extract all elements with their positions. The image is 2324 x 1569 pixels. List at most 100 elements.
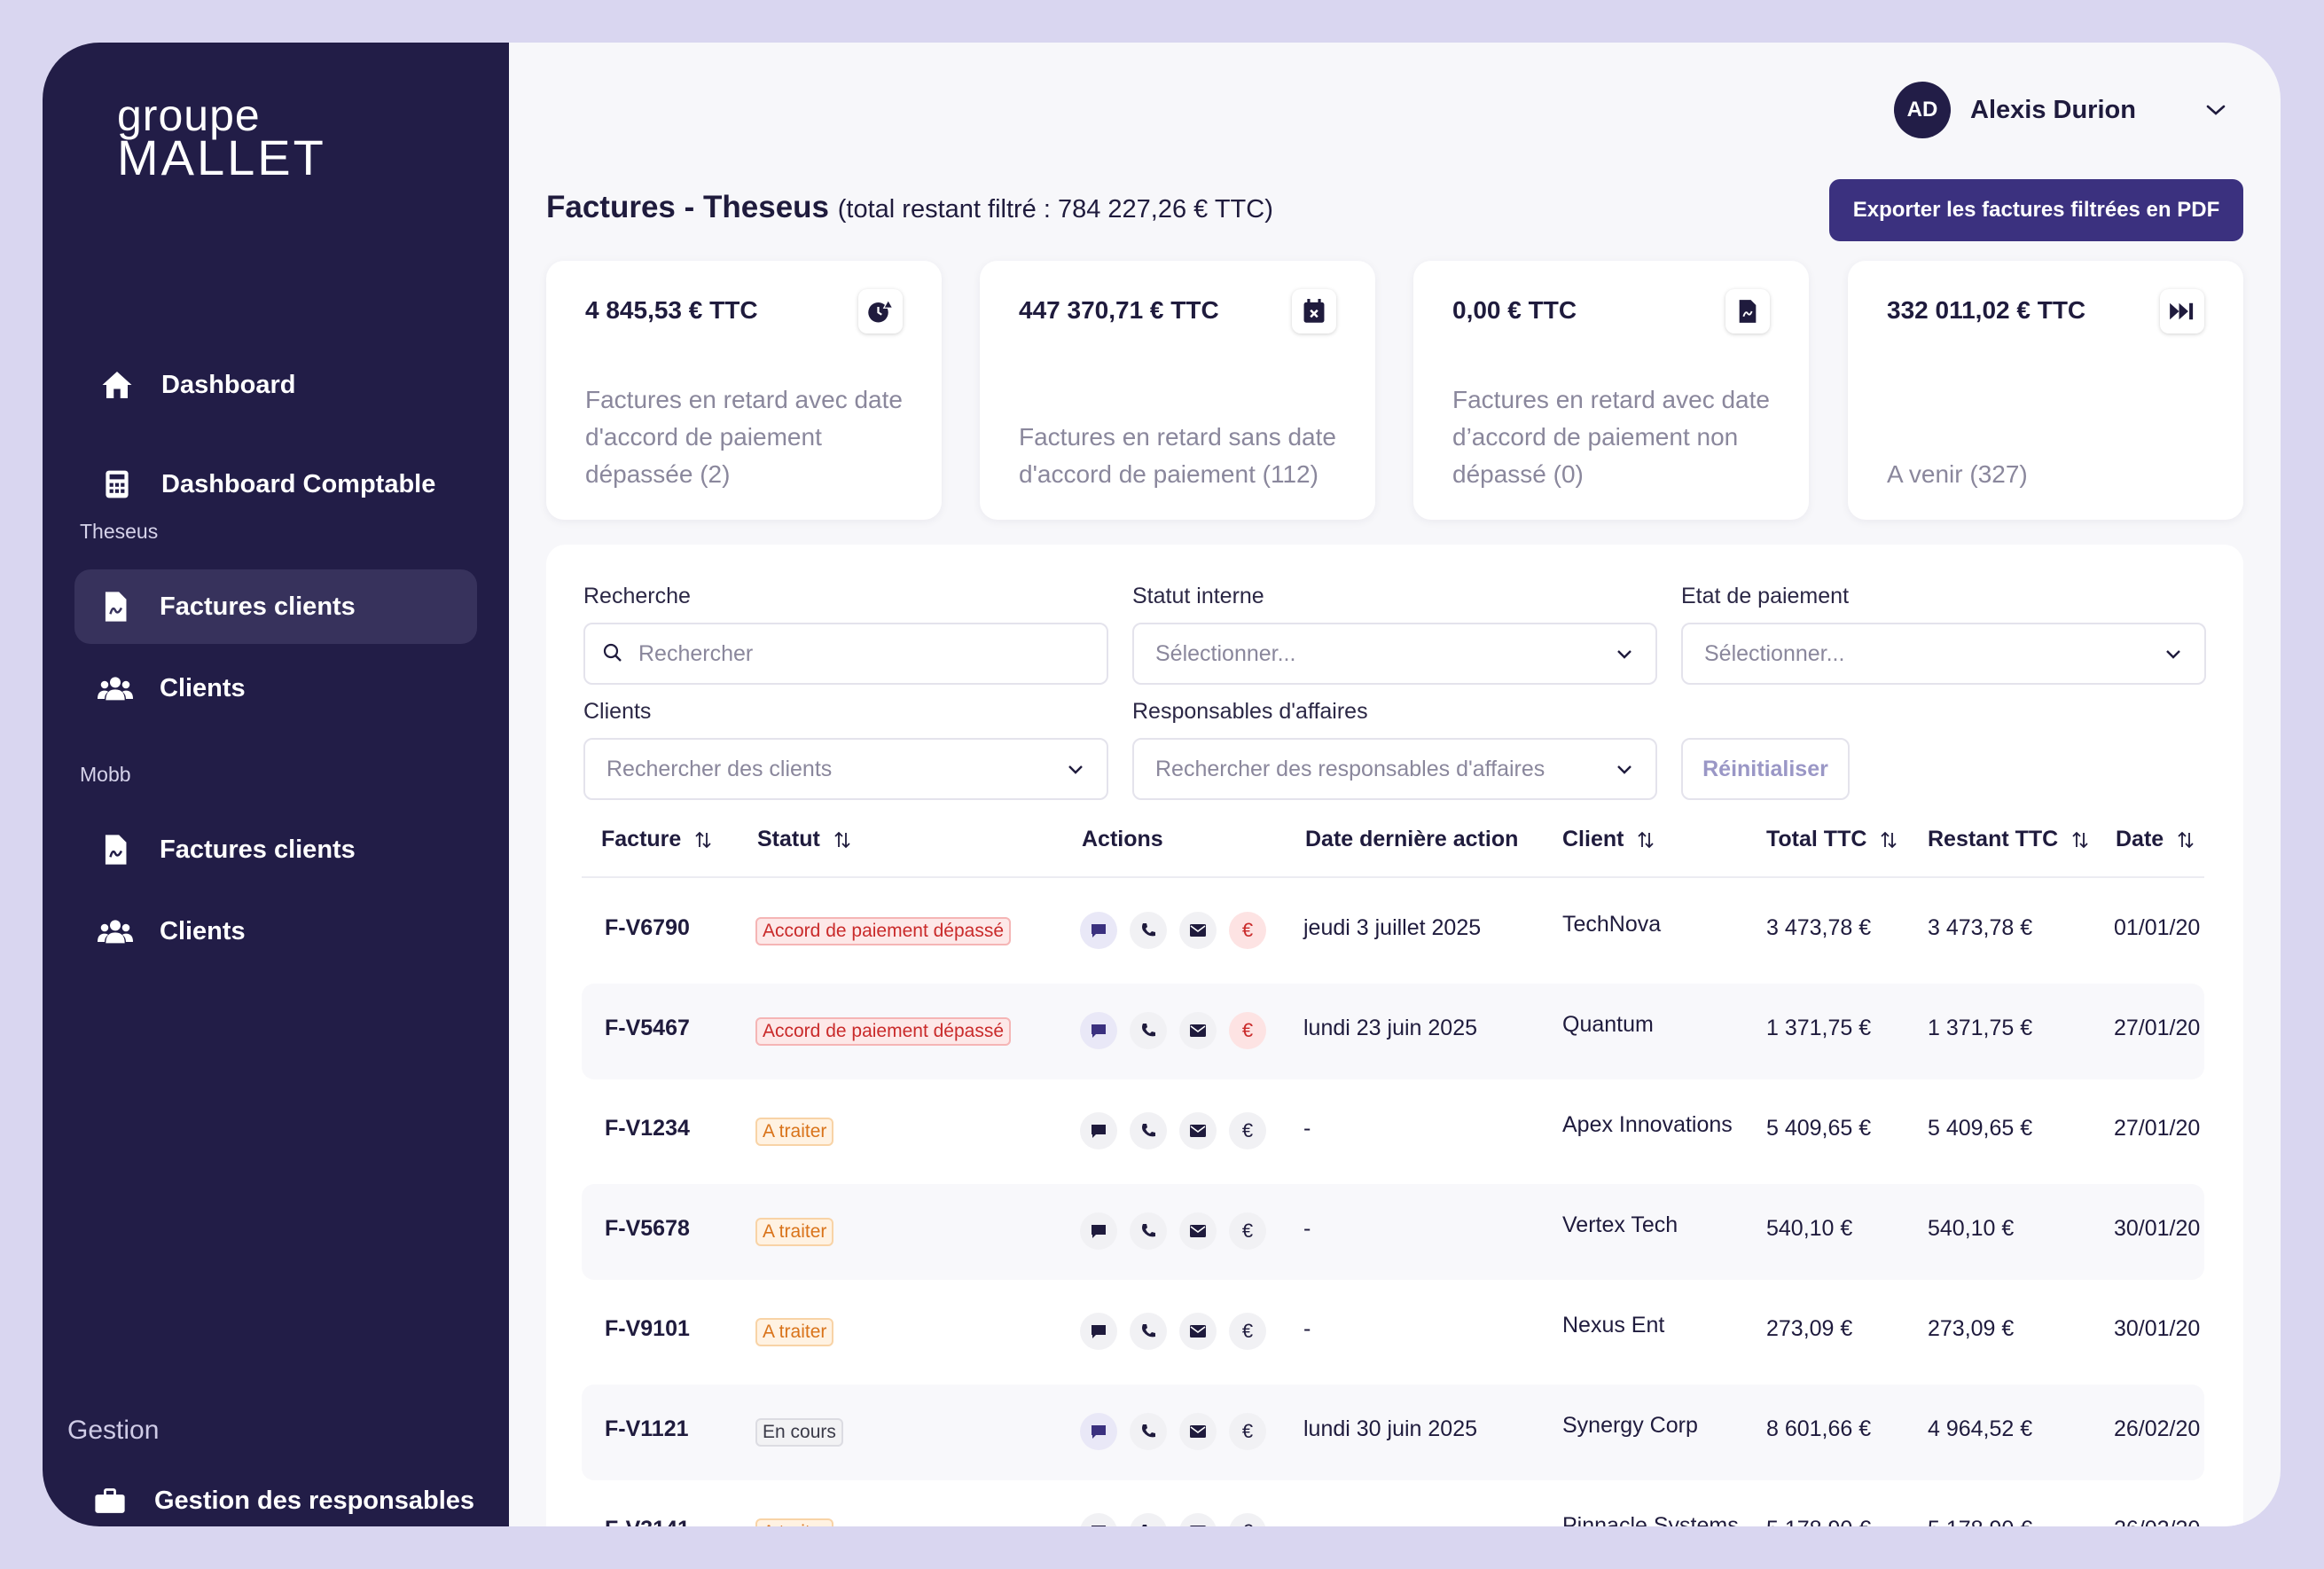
brand-line1: groupe [117,90,261,140]
mail-icon[interactable] [1179,1112,1217,1149]
sidebar: groupe MALLET Dashboard Dashboard Compta… [43,43,509,1526]
sidebar-item-label: Dashboard Comptable [161,469,436,498]
col-actions: Actions [1082,827,1163,852]
comment-icon[interactable] [1080,1012,1117,1049]
table-row[interactable]: F-V5678 A traiter € - Vertex Tech 540,10 € 540… [582,1184,2204,1280]
row-actions: € [1080,1212,1279,1250]
stat-card-overdue-agreement[interactable]: 4 845,53 € TTC Factures en retard avec d… [546,261,942,520]
invoice-icon [98,589,133,624]
euro-icon[interactable]: € [1229,1513,1266,1526]
calculator-icon [99,467,135,502]
sidebar-item-mobb-clients[interactable]: Clients [74,894,477,969]
user-menu[interactable]: AD Alexis Durion [1894,82,2229,138]
euro-icon[interactable]: € [1229,1112,1266,1149]
etat-label: Etat de paiement [1681,584,1850,608]
sidebar-item-theseus-clients[interactable]: Clients [74,651,477,726]
phone-icon[interactable] [1130,1012,1167,1049]
phone-icon[interactable] [1130,1112,1167,1149]
sidebar-item-mobb-factures[interactable]: Factures clients [74,812,477,887]
status-badge: Accord de paiement dépassé [755,1017,1012,1046]
euro-icon[interactable]: € [1229,1313,1266,1350]
invoice-date: 30/01/20 [2114,1316,2201,1341]
col-total-ttc[interactable]: Total TTC [1766,827,1898,852]
statut-value: Sélectionner... [1155,640,1296,666]
mail-icon[interactable] [1179,912,1217,949]
col-date[interactable]: Date [2116,827,2195,852]
stat-card-overdue-not-passed[interactable]: 0,00 € TTC Factures en retard avec date … [1413,261,1809,520]
reset-button[interactable]: Réinitialiser [1681,738,1850,800]
comment-icon[interactable] [1080,912,1117,949]
invoice-id[interactable]: F-V6790 [605,915,690,940]
brand-logo[interactable]: groupe MALLET [117,90,330,183]
calendar-x-icon [1292,289,1336,333]
table-row[interactable]: F-V9101 A traiter € - Nexus Ent 273,09 € 273,0… [582,1284,2204,1380]
invoice-id[interactable]: F-V1121 [605,1416,689,1441]
euro-icon[interactable]: € [1229,912,1266,949]
comment-icon[interactable] [1080,1313,1117,1350]
stat-card-upcoming[interactable]: 332 011,02 € TTC A venir (327) [1848,261,2243,520]
status-badge: Accord de paiement dépassé [755,917,1012,945]
table-row[interactable]: F-V3141 A traiter € - Pinnacle Systems 5 178,… [582,1485,2204,1526]
table-row[interactable]: F-V1234 A traiter € - Apex Innovations 5 409,… [582,1084,2204,1180]
search-placeholder: Rechercher [638,640,754,666]
comment-icon[interactable] [1080,1413,1117,1450]
col-restant-ttc[interactable]: Restant TTC [1928,827,2090,852]
stat-description: Factures en retard sans date d'accord de… [1019,423,1336,488]
invoice-id[interactable]: F-V5678 [605,1216,690,1241]
mail-icon[interactable] [1179,1012,1217,1049]
last-action-date: lundi 30 juin 2025 [1303,1416,1477,1441]
invoice-id[interactable]: F-V3141 [605,1517,690,1526]
sidebar-item-dashboard-comptable[interactable]: Dashboard Comptable [74,447,477,522]
status-badge: A traiter [755,1318,834,1346]
table-row[interactable]: F-V1121 En cours € lundi 30 juin 2025 Synerg… [582,1385,2204,1480]
invoice-id[interactable]: F-V1234 [605,1116,690,1141]
chevron-down-icon[interactable] [2203,97,2229,123]
invoice-id[interactable]: F-V9101 [605,1316,690,1341]
chevron-down-icon [1617,650,1631,659]
sort-icon [1881,831,1898,848]
table-row[interactable]: F-V6790 Accord de paiement dépassé € jeudi … [582,883,2204,979]
comment-icon[interactable] [1080,1513,1117,1526]
col-facture[interactable]: Facture [601,827,713,852]
resp-label: Responsables d'affaires [1132,699,1368,724]
euro-icon[interactable]: € [1229,1012,1266,1049]
statut-select[interactable]: Sélectionner... [1132,623,1657,685]
etat-select[interactable]: Sélectionner... [1681,623,2206,685]
comment-icon[interactable] [1080,1112,1117,1149]
phone-icon[interactable] [1130,1313,1167,1350]
col-date-derniere-action[interactable]: Date dernière action [1305,827,1518,852]
search-input[interactable]: Rechercher [583,623,1108,685]
export-pdf-button[interactable]: Exporter les factures filtrées en PDF [1829,179,2243,241]
mail-icon[interactable] [1179,1513,1217,1526]
invoice-date: 26/02/20 [2114,1517,2200,1526]
table-row[interactable]: F-V5467 Accord de paiement dépassé € lundi … [582,984,2204,1079]
mail-icon[interactable] [1179,1212,1217,1250]
avatar: AD [1894,82,1951,138]
stat-card-overdue-no-agreement[interactable]: 447 370,71 € TTC Factures en retard sans… [980,261,1375,520]
invoice-id[interactable]: F-V5467 [605,1016,690,1040]
col-client[interactable]: Client [1562,827,1655,852]
phone-icon[interactable] [1130,1413,1167,1450]
phone-icon[interactable] [1130,1212,1167,1250]
invoice-date: 27/01/20 [2114,1116,2201,1141]
stat-amount: 4 845,53 € TTC [585,296,758,324]
etat-value: Sélectionner... [1704,640,1845,666]
col-statut[interactable]: Statut [757,827,852,852]
mail-icon[interactable] [1179,1313,1217,1350]
comment-icon[interactable] [1080,1212,1117,1250]
row-actions: € [1080,1413,1279,1450]
euro-icon[interactable]: € [1229,1212,1266,1250]
phone-icon[interactable] [1130,1513,1167,1526]
mail-icon[interactable] [1179,1413,1217,1450]
phone-icon[interactable] [1130,912,1167,949]
sidebar-item-gestion-responsables[interactable]: Gestion des responsables [74,1463,477,1526]
stat-description: Factures en retard avec date d’accord de… [1452,386,1770,488]
euro-icon[interactable]: € [1229,1413,1266,1450]
sidebar-item-dashboard[interactable]: Dashboard [74,348,477,422]
col-label: Facture [601,827,682,851]
sidebar-item-theseus-factures[interactable]: Factures clients [74,569,477,644]
stat-amount: 0,00 € TTC [1452,296,1577,324]
resp-select[interactable]: Rechercher des responsables d'affaires [1132,738,1657,800]
clients-select[interactable]: Rechercher des clients [583,738,1108,800]
sort-icon [695,831,711,848]
